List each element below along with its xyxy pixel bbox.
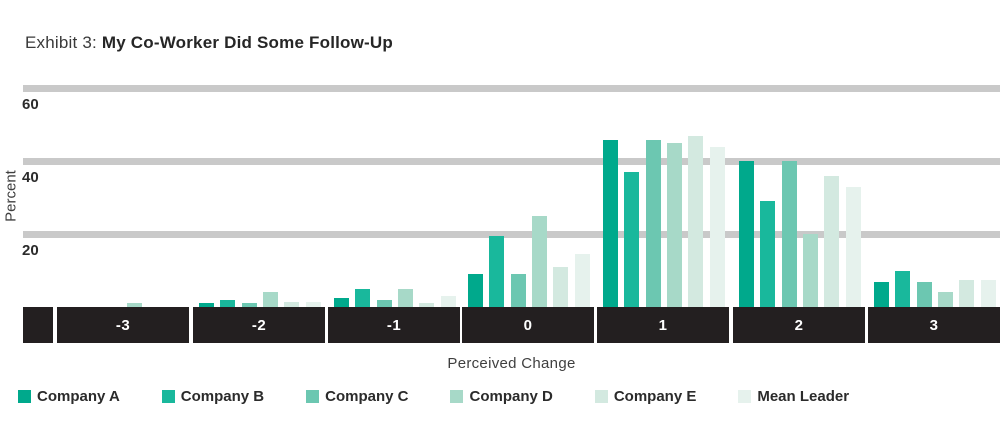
bar xyxy=(126,303,142,307)
bar xyxy=(199,303,214,307)
legend-item: Company D xyxy=(450,388,553,405)
bar xyxy=(916,281,932,307)
bar xyxy=(666,143,682,307)
x-axis-title: Perceived Change xyxy=(447,355,576,372)
bar xyxy=(845,186,861,307)
bar xyxy=(510,274,526,307)
bar xyxy=(334,297,349,307)
bar xyxy=(241,303,257,307)
bar xyxy=(489,236,505,307)
bar xyxy=(376,299,392,307)
legend-swatch xyxy=(306,390,320,403)
legend-label: Company E xyxy=(613,388,697,405)
legend-label: Mean Leader xyxy=(757,388,850,405)
bar xyxy=(284,301,300,307)
legend-label: Company A xyxy=(37,388,120,405)
x-axis-band-stub xyxy=(23,307,53,343)
bar xyxy=(531,216,547,307)
x-axis-tick-label: 2 xyxy=(733,307,865,343)
bar xyxy=(305,301,321,307)
y-axis-tick-label: 60 xyxy=(22,96,39,114)
legend-item: Company E xyxy=(594,388,697,405)
bar xyxy=(781,161,797,307)
gridline xyxy=(23,85,1000,93)
x-axis-tick-label: 3 xyxy=(868,307,1000,343)
y-axis-tick-label: 20 xyxy=(22,241,39,259)
bar xyxy=(937,292,953,307)
bar xyxy=(959,279,975,307)
bar xyxy=(468,274,483,307)
bar xyxy=(760,201,776,307)
legend-label: Company D xyxy=(469,388,553,405)
bar xyxy=(419,303,435,307)
legend-item: Company C xyxy=(306,388,408,405)
gridline xyxy=(23,230,1000,238)
legend-item: Mean Leader xyxy=(738,388,849,405)
bar xyxy=(688,135,704,307)
legend-swatch xyxy=(18,390,31,403)
bar xyxy=(553,266,569,307)
bar xyxy=(895,270,911,307)
bar xyxy=(645,139,661,307)
legend-swatch xyxy=(450,390,464,403)
bar xyxy=(262,292,278,307)
legend-swatch xyxy=(594,390,608,403)
chart-title-prefix: Exhibit 3: xyxy=(25,33,102,52)
x-axis-tick-label: -3 xyxy=(57,307,189,343)
chart-title-main: My Co-Worker Did Some Follow-Up xyxy=(101,33,393,52)
bar xyxy=(824,175,840,307)
legend-swatch xyxy=(161,390,175,403)
legend-item: Company A xyxy=(18,388,120,405)
bar xyxy=(355,288,371,307)
gridline xyxy=(23,157,1000,165)
bar xyxy=(739,161,754,307)
bar xyxy=(397,288,413,307)
x-axis-tick-label: -1 xyxy=(328,307,460,343)
bar xyxy=(220,299,236,307)
legend-swatch xyxy=(738,390,752,403)
x-axis-tick-label: 0 xyxy=(462,307,594,343)
bar xyxy=(603,139,618,307)
bar xyxy=(802,234,818,307)
x-axis-tick-label: 1 xyxy=(597,307,729,343)
legend-label: Company B xyxy=(180,388,265,405)
bar xyxy=(980,279,996,307)
bar xyxy=(624,172,640,307)
bar xyxy=(574,254,590,307)
x-axis-tick-label: -2 xyxy=(193,307,325,343)
bar xyxy=(874,281,889,307)
y-axis-tick-label: 40 xyxy=(22,168,39,186)
bar xyxy=(709,146,725,307)
chart-title: Exhibit 3: My Co-Worker Did Some Follow-… xyxy=(25,33,393,53)
legend: Company A Company B Company C Company D Comp… xyxy=(18,388,849,405)
bar xyxy=(440,296,456,307)
legend-label: Company C xyxy=(325,388,409,405)
legend-item: Company B xyxy=(161,388,265,405)
